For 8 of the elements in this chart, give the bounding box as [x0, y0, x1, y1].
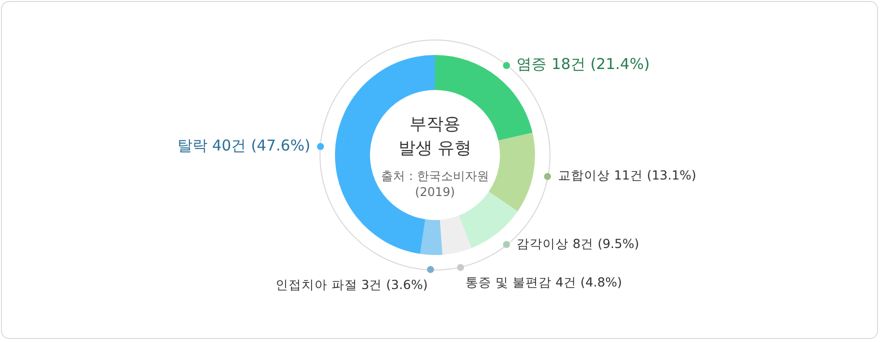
slice-label: 통증 및 불편감 4건 (4.8%)	[466, 274, 622, 290]
text: 부작용 발생 유형	[398, 114, 472, 158]
slice-label: 감각이상 8건 (9.5%)	[516, 236, 640, 252]
slice-label: 인접치아 파절 3건 (3.6%)	[275, 277, 428, 292]
slice-label: 탈락 40건 (47.6%)	[177, 136, 310, 154]
legend-label: 염증 18건 (21.4%)	[516, 54, 650, 73]
slice-label: 교합이상 11건 (13.1%)	[558, 168, 696, 183]
source-note: 출처 : 한국소비자원 (2019)	[381, 169, 489, 200]
